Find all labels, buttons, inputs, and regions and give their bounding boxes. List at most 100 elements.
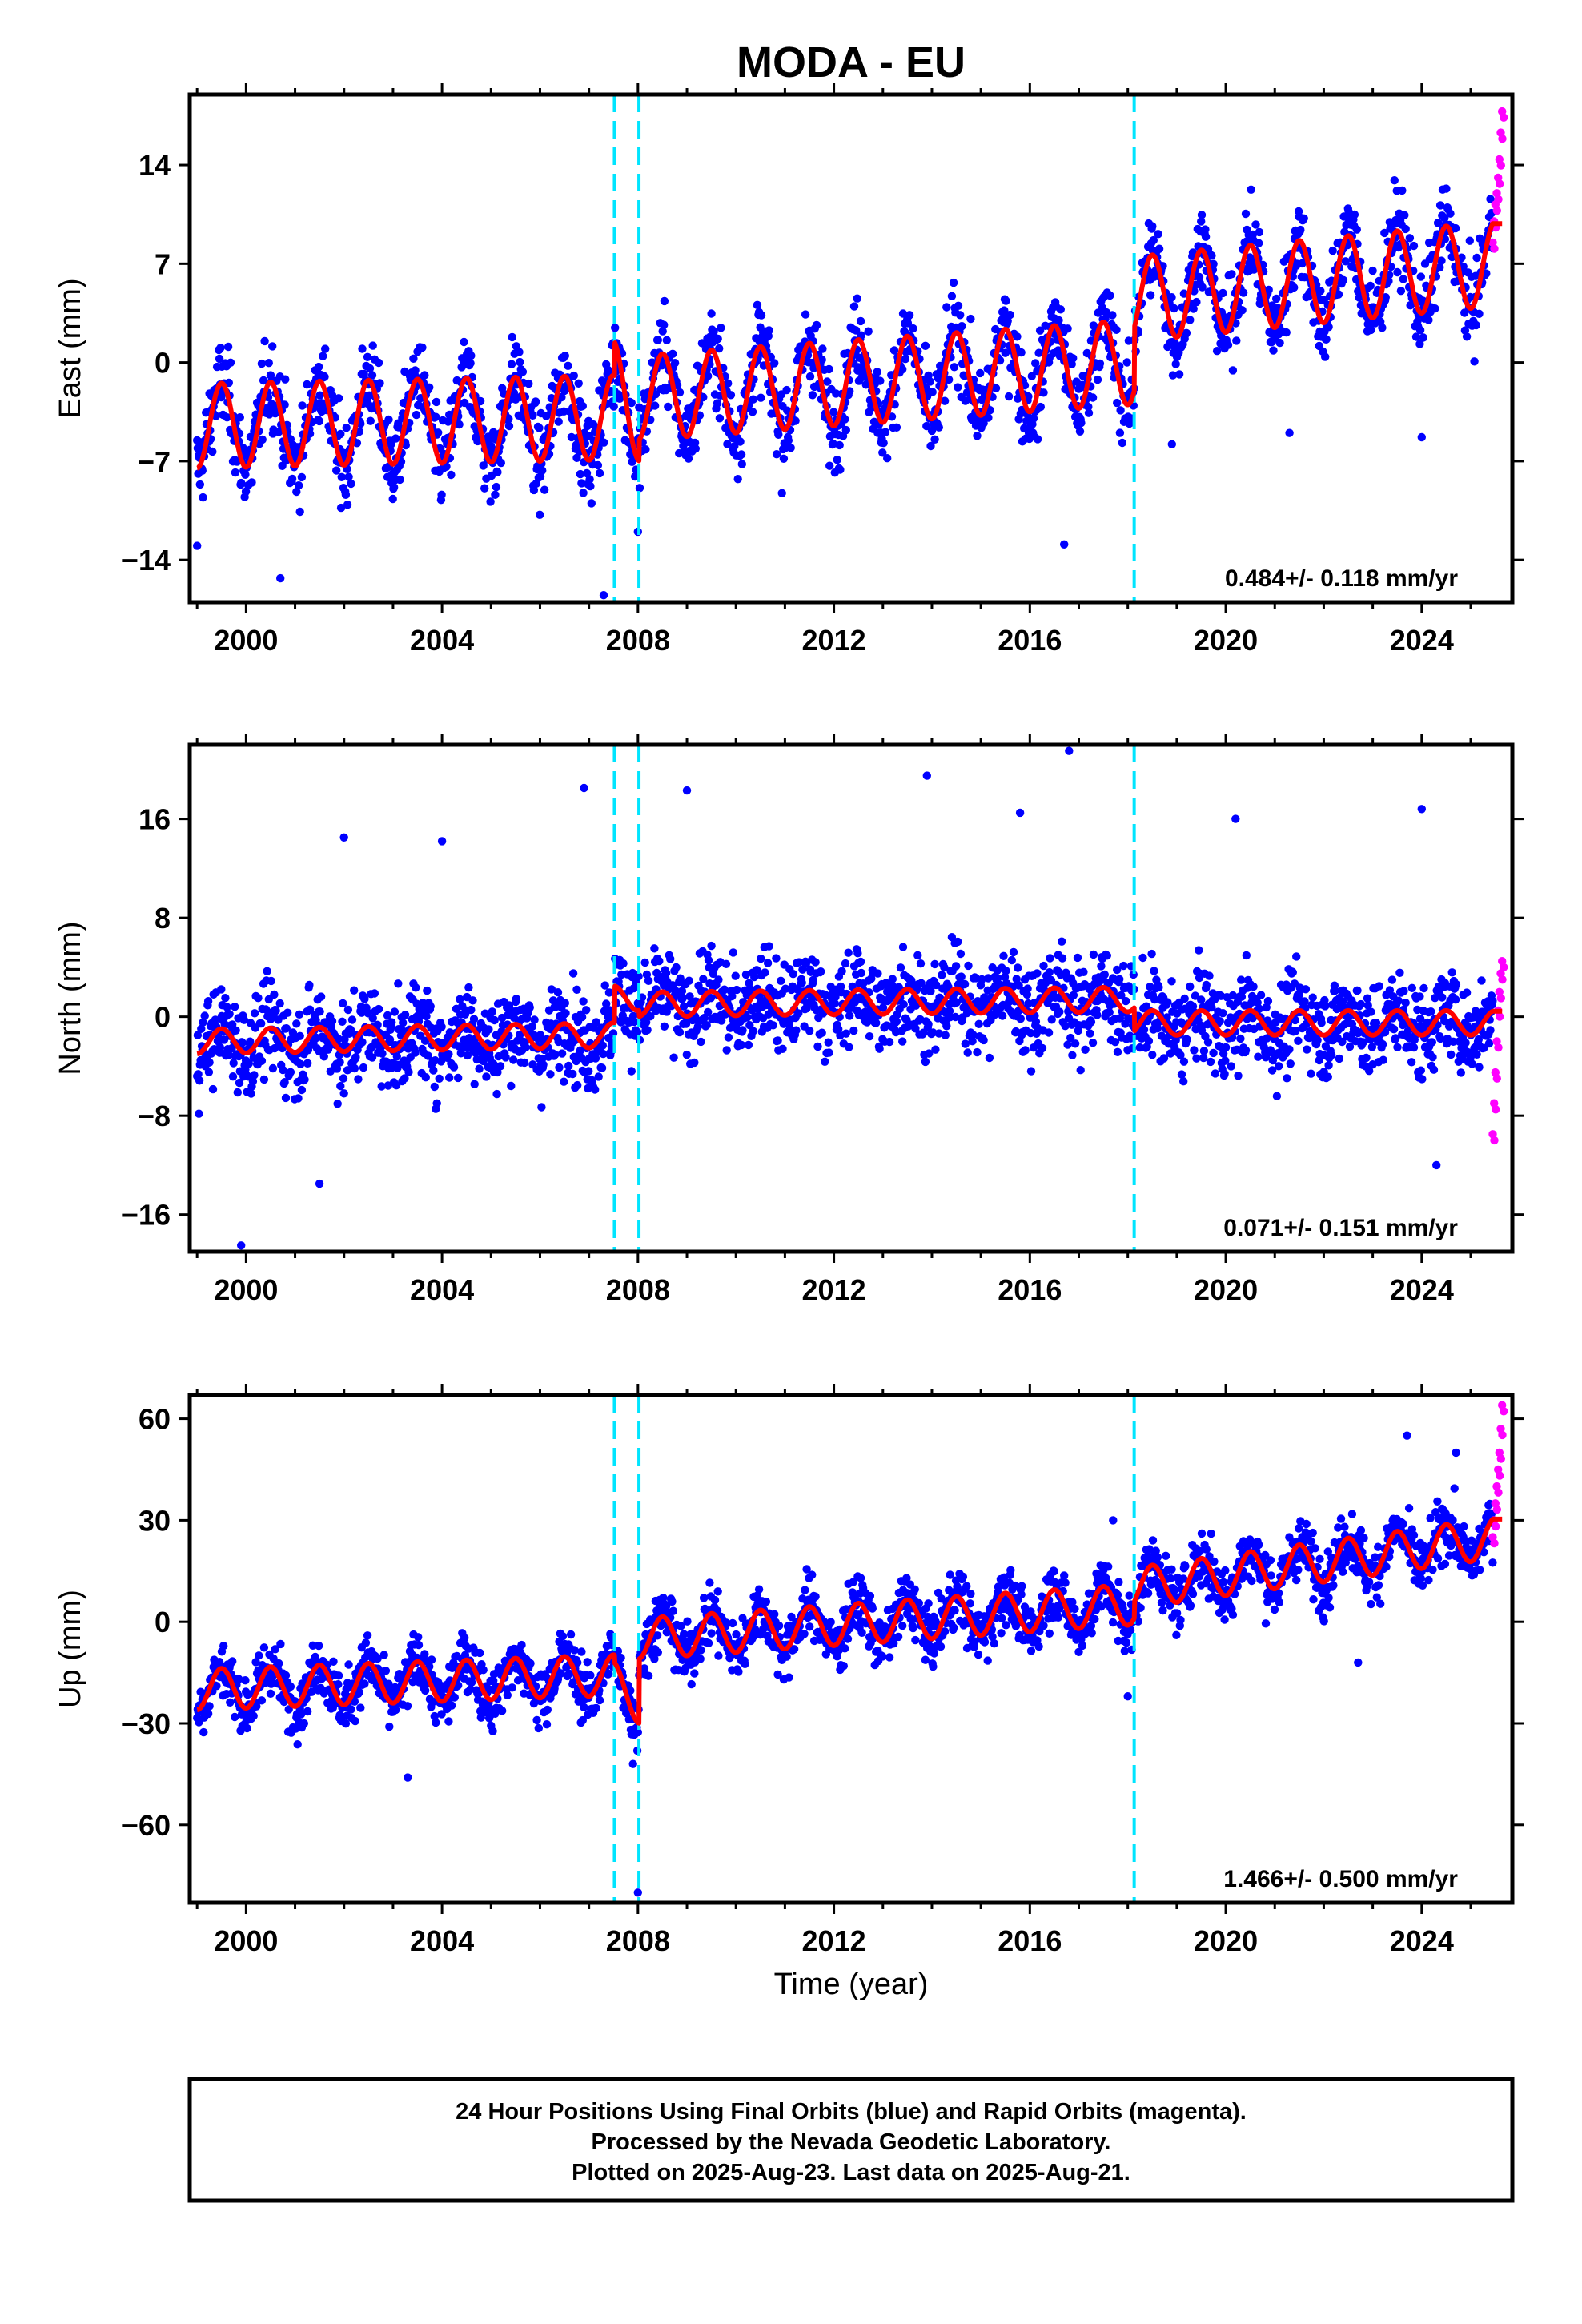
- data-point: [805, 1027, 814, 1035]
- data-point: [1058, 954, 1067, 963]
- data-point: [389, 483, 399, 492]
- data-point: [721, 959, 731, 969]
- data-point: [573, 1080, 582, 1090]
- data-point: [963, 1048, 972, 1057]
- data-point: [926, 377, 935, 386]
- data-point: [1286, 1059, 1295, 1068]
- data-point: [865, 408, 873, 416]
- data-point: [482, 1072, 491, 1081]
- data-point: [320, 372, 329, 381]
- data-point: [1368, 266, 1377, 275]
- data-point: [531, 397, 540, 406]
- data-point: [1119, 961, 1128, 971]
- data-point: [401, 440, 410, 450]
- data-point: [769, 1021, 777, 1030]
- data-point: [1321, 1002, 1330, 1011]
- data-point: [1219, 1009, 1227, 1018]
- data-point: [690, 1058, 699, 1068]
- data-point: [849, 302, 859, 311]
- data-point: [942, 1022, 951, 1031]
- data-point: [833, 456, 841, 464]
- data-point: [1154, 230, 1162, 239]
- data-point: [557, 392, 566, 402]
- data-point: [714, 975, 723, 984]
- data-point: [344, 472, 353, 481]
- data-point: [1088, 393, 1098, 402]
- data-point: [295, 507, 304, 517]
- data-point: [572, 440, 580, 449]
- data-point: [1486, 1026, 1495, 1035]
- data-point: [619, 959, 628, 968]
- data-point: [223, 342, 233, 352]
- data-point: [883, 454, 892, 463]
- data-point: [731, 971, 740, 980]
- x-tick-label: 2020: [1194, 1273, 1258, 1306]
- data-point: [553, 988, 563, 997]
- data-point: [950, 363, 959, 372]
- data-point: [999, 951, 1008, 961]
- data-point: [1389, 1025, 1399, 1034]
- data-point: [1192, 297, 1201, 307]
- data-point: [454, 1073, 463, 1083]
- data-point: [430, 1082, 439, 1092]
- data-point: [841, 415, 849, 424]
- data-point: [516, 357, 524, 367]
- data-point: [653, 336, 662, 344]
- data-point: [744, 1040, 753, 1050]
- data-point: [584, 1067, 593, 1076]
- data-point: [264, 359, 273, 368]
- x-tick-label: 2008: [606, 1273, 670, 1306]
- outlier-point: [1060, 540, 1069, 549]
- panel-up: 2000 2004 2008 2012 2016 2020 2024−60−3003060U…: [54, 1384, 1524, 1957]
- data-point: [841, 1029, 851, 1038]
- data-point: [1197, 211, 1207, 219]
- data-point: [367, 371, 377, 380]
- data-point: [267, 976, 275, 986]
- data-point: [865, 1032, 874, 1041]
- data-point: [817, 1028, 826, 1037]
- data-point: [930, 435, 939, 444]
- data-point: [336, 1081, 345, 1091]
- data-point: [1447, 968, 1456, 977]
- data-point: [332, 466, 341, 475]
- data-point: [1241, 209, 1251, 219]
- rapid-point: [1498, 975, 1507, 984]
- data-point: [591, 1085, 600, 1094]
- data-point: [295, 1010, 304, 1019]
- data-point: [241, 1676, 250, 1685]
- data-point: [560, 1077, 568, 1086]
- data-point: [507, 360, 516, 368]
- data-point: [940, 396, 950, 405]
- data-point: [1275, 338, 1284, 348]
- data-point: [1228, 366, 1238, 375]
- data-point: [374, 1004, 383, 1014]
- data-point: [1179, 1077, 1188, 1086]
- data-point: [568, 969, 578, 978]
- outlier-point: [193, 541, 202, 550]
- rapid-orbit-points: [1488, 957, 1508, 1145]
- data-point: [1401, 224, 1410, 234]
- data-point: [849, 1026, 858, 1035]
- data-point: [1148, 222, 1157, 231]
- y-tick-label: −14: [122, 544, 171, 577]
- data-point: [1115, 428, 1125, 437]
- data-point: [339, 1074, 348, 1083]
- data-point: [1472, 253, 1481, 263]
- data-point: [388, 494, 397, 504]
- data-point: [208, 1084, 218, 1094]
- data-point: [247, 1089, 255, 1098]
- data-point: [266, 1689, 275, 1698]
- data-point: [974, 1019, 983, 1029]
- rapid-point: [1492, 1105, 1500, 1114]
- data-point: [957, 972, 966, 981]
- data-point: [1167, 293, 1176, 302]
- data-point: [773, 1036, 782, 1045]
- data-point: [778, 1044, 787, 1054]
- data-point: [492, 482, 501, 492]
- data-point: [361, 1638, 371, 1647]
- data-point: [329, 1657, 338, 1666]
- data-point: [315, 416, 324, 426]
- data-point: [973, 1047, 982, 1057]
- data-point: [1097, 962, 1106, 971]
- data-point: [582, 1006, 591, 1015]
